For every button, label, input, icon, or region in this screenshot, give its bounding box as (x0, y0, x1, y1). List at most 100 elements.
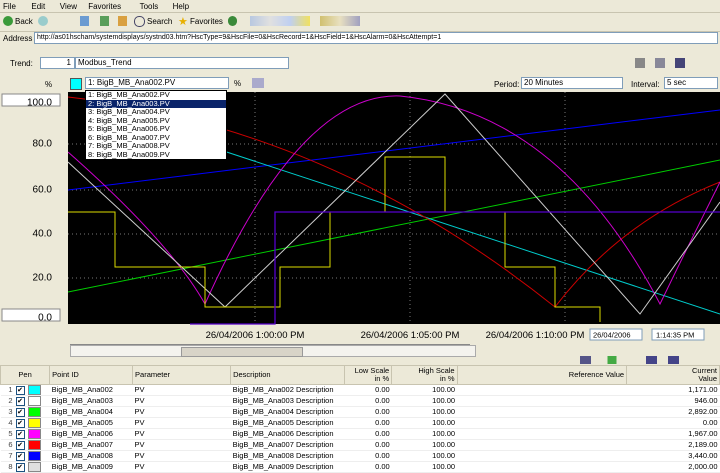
pen-menu[interactable] (252, 78, 264, 88)
checkbox[interactable]: ✔ (15, 385, 25, 395)
dropdown-option[interactable]: 8: BigB_MB_Ana009.PV (88, 149, 170, 159)
cell-description: BigB_MB_Ana002 Description (230, 384, 345, 397)
cell-high: 100.00 (391, 406, 458, 419)
y-tick-label: 80.0 (33, 139, 53, 150)
menu-item[interactable]: Edit (31, 2, 46, 11)
checkbox[interactable]: ✔ (15, 451, 25, 461)
dropdown-option[interactable]: 7: BigB_MB_Ana008.PV (88, 141, 170, 150)
date-field[interactable] (589, 328, 643, 341)
row-number: 7 (8, 451, 13, 461)
point-dropdown[interactable]: 1: BigB_MB_Ana002.PV 2: BigB_MB_Ana003.PV… (85, 90, 227, 160)
cell-high: 100.00 (391, 461, 458, 473)
table-row[interactable]: 7 ✔ BigB_MB_Ana008 PV BigB_MB_Ana008 Descrip… (0, 450, 720, 463)
table-row[interactable]: 8 ✔ BigB_MB_Ana009 PV BigB_MB_Ana009 Descrip… (0, 461, 720, 473)
table-row[interactable]: 5 ✔ BigB_MB_Ana006 PV BigB_MB_Ana006 Descrip… (0, 428, 720, 441)
row-number: 1 (8, 385, 13, 394)
column-header[interactable]: High Scale in % (391, 365, 458, 385)
header-text: Low Scale (354, 366, 390, 375)
cell-low: 0.00 (344, 417, 392, 430)
menu-item[interactable]: Favorites (88, 2, 122, 11)
search-icon[interactable] (134, 16, 145, 27)
cell-current: 2,892.00 (626, 406, 720, 419)
forward-icon[interactable] (38, 16, 48, 26)
checkbox[interactable]: ✔ (15, 407, 25, 417)
table-row[interactable]: 4 ✔ BigB_MB_Ana005 PV BigB_MB_Ana005 Descrip… (0, 417, 720, 430)
back-button[interactable]: Back (15, 17, 33, 26)
menu-item[interactable]: File (3, 2, 16, 11)
row-number: 8 (8, 462, 13, 472)
interval-select[interactable]: 5 sec (664, 77, 718, 89)
point-select[interactable]: 1: BigB_MB_Ana002.PV (85, 77, 229, 89)
pen-color[interactable] (70, 78, 82, 90)
column-header[interactable]: Pen (0, 365, 51, 385)
checkbox[interactable]: ✔ (15, 440, 25, 450)
chart-toolbar[interactable] (580, 356, 690, 364)
cell-description: BigB_MB_Ana009 Description (230, 461, 345, 473)
scale-low[interactable] (1, 308, 61, 322)
home-icon[interactable] (118, 16, 127, 26)
scrollbar-thumb[interactable] (181, 347, 303, 357)
window-icons[interactable] (635, 58, 685, 68)
checkbox[interactable]: ✔ (15, 418, 25, 428)
scrollbar-edge (70, 344, 470, 345)
row-number: 6 (8, 440, 13, 450)
column-header[interactable]: Reference Value (456, 365, 628, 385)
dropdown-option[interactable]: 2: BigB_MB_Ana003.PV (86, 99, 226, 108)
pen-color (27, 462, 41, 473)
cell-parameter: PV (132, 461, 231, 473)
star-icon[interactable]: ★ (178, 16, 188, 28)
table-row[interactable]: 1 ✔ BigB_MB_Ana002 PV BigB_MB_Ana002 Descrip… (0, 384, 720, 397)
cell-parameter: PV (132, 428, 231, 441)
cell-point: BigB_MB_Ana007 (49, 439, 133, 452)
menu-item[interactable]: View (59, 2, 77, 11)
dropdown-option[interactable]: 1: BigB_MB_Ana002.PV (88, 90, 170, 99)
stop-icon[interactable] (80, 16, 89, 26)
menu-bar: File Edit View Favorites Tools Help (0, 0, 720, 13)
media-icon[interactable] (228, 16, 237, 26)
refresh-icon[interactable] (100, 16, 109, 26)
header-text: Reference Value (568, 370, 625, 379)
table-row[interactable]: 6 ✔ BigB_MB_Ana007 PV BigB_MB_Ana007 Descrip… (0, 439, 720, 452)
menu-item[interactable]: Tools (139, 2, 159, 11)
column-header[interactable]: Parameter (132, 365, 232, 385)
checkbox[interactable]: ✔ (15, 462, 25, 472)
favorites-button[interactable]: Favorites (190, 17, 223, 26)
time-field[interactable] (651, 328, 705, 341)
pen-table: Pen Point ID Parameter Description Low Scale… (0, 365, 720, 473)
y-tick-label: 40.0 (33, 229, 53, 240)
cell-reference (457, 395, 627, 408)
search-button[interactable]: Search (147, 17, 173, 26)
dropdown-option[interactable]: 4: BigB_MB_Ana005.PV (88, 115, 170, 125)
menu-item[interactable]: Help (172, 2, 190, 11)
cell-current: 0.00 (626, 417, 720, 430)
trend-select[interactable]: Modbus_Trend (75, 57, 289, 69)
header-text: High Scale (418, 366, 455, 375)
scale-unit: % (45, 80, 53, 89)
address-field[interactable]: http://as01hscham/systemdisplays/systnd0… (34, 32, 718, 44)
unit-menu[interactable]: % (234, 79, 242, 88)
cell-point: BigB_MB_Ana005 (49, 417, 133, 430)
row-number: 3 (8, 407, 13, 417)
scale-high[interactable] (1, 93, 61, 107)
back-icon[interactable] (3, 16, 13, 26)
scrollbar[interactable] (70, 345, 476, 357)
dropdown-option[interactable]: 6: BigB_MB_Ana007.PV (88, 132, 170, 142)
dropdown-option[interactable]: 5: BigB_MB_Ana006.PV (88, 124, 170, 133)
column-header[interactable]: Low Scale in % (344, 365, 393, 385)
table-row[interactable]: 3 ✔ BigB_MB_Ana004 PV BigB_MB_Ana004 Descrip… (0, 406, 720, 419)
table-row[interactable]: 2 ✔ BigB_MB_Ana003 PV BigB_MB_Ana003 Descrip… (0, 395, 720, 408)
column-header[interactable]: Description (230, 365, 346, 385)
toolbar-icons[interactable] (250, 16, 310, 26)
toolbar-icons[interactable] (320, 16, 360, 26)
cell-high: 100.00 (391, 428, 458, 441)
checkbox[interactable]: ✔ (15, 396, 25, 406)
trend-number[interactable]: 1 (40, 57, 75, 69)
cell-current: 3,440.00 (626, 450, 720, 463)
cell-high: 100.00 (391, 417, 458, 430)
dropdown-option[interactable]: 3: BigB_MB_Ana004.PV (88, 107, 170, 116)
y-tick-label: 0.0 (38, 313, 52, 324)
checkbox[interactable]: ✔ (15, 429, 25, 439)
column-header[interactable]: Point ID (49, 365, 134, 385)
period-select[interactable]: 20 Minutes (521, 77, 623, 89)
column-header[interactable]: Current Value (626, 365, 720, 385)
